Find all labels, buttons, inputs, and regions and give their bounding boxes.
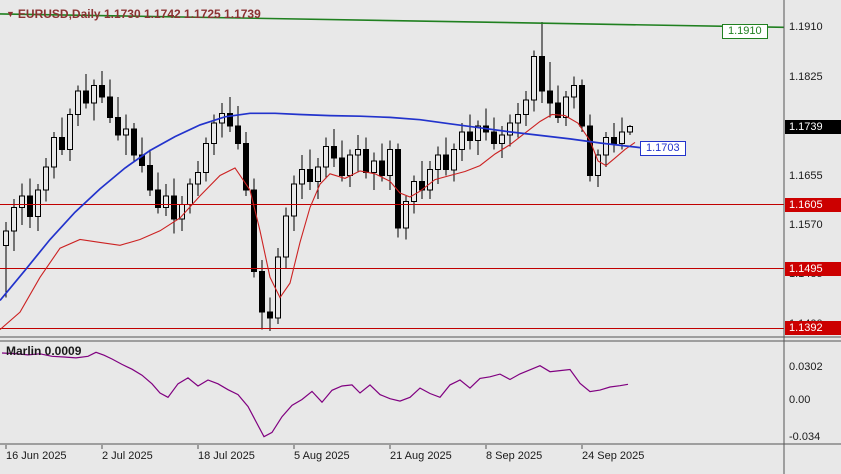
date-axis-ticks	[5, 445, 583, 449]
time-axis[interactable]	[0, 445, 784, 474]
symbol-dropdown-icon[interactable]: ▼	[6, 9, 15, 19]
green-trendline[interactable]	[0, 13, 785, 29]
current-price-badge: 1.1739	[785, 120, 841, 134]
chart-title: ▼ EURUSD,Daily 1.1730 1.1742 1.1725 1.173…	[6, 7, 261, 21]
symbol-ohlc-text: EURUSD,Daily 1.1730 1.1742 1.1725 1.1739	[17, 7, 261, 21]
indicator-label: Marlin 0.0009	[6, 344, 82, 358]
trendline-price-tag[interactable]: 1.1910	[722, 24, 768, 39]
candlesticks	[3, 22, 633, 331]
main-chart-plot-area[interactable]	[0, 0, 784, 337]
horizontal-level-lines[interactable]	[0, 204, 784, 329]
marlin-line	[1, 351, 629, 438]
ma-fast-red-line	[0, 113, 636, 331]
indicator-pane-area[interactable]	[0, 342, 784, 444]
ma-price-tag[interactable]: 1.1703	[640, 141, 686, 156]
price-axis[interactable]	[785, 0, 841, 474]
ma-slow-blue-line	[0, 112, 641, 302]
